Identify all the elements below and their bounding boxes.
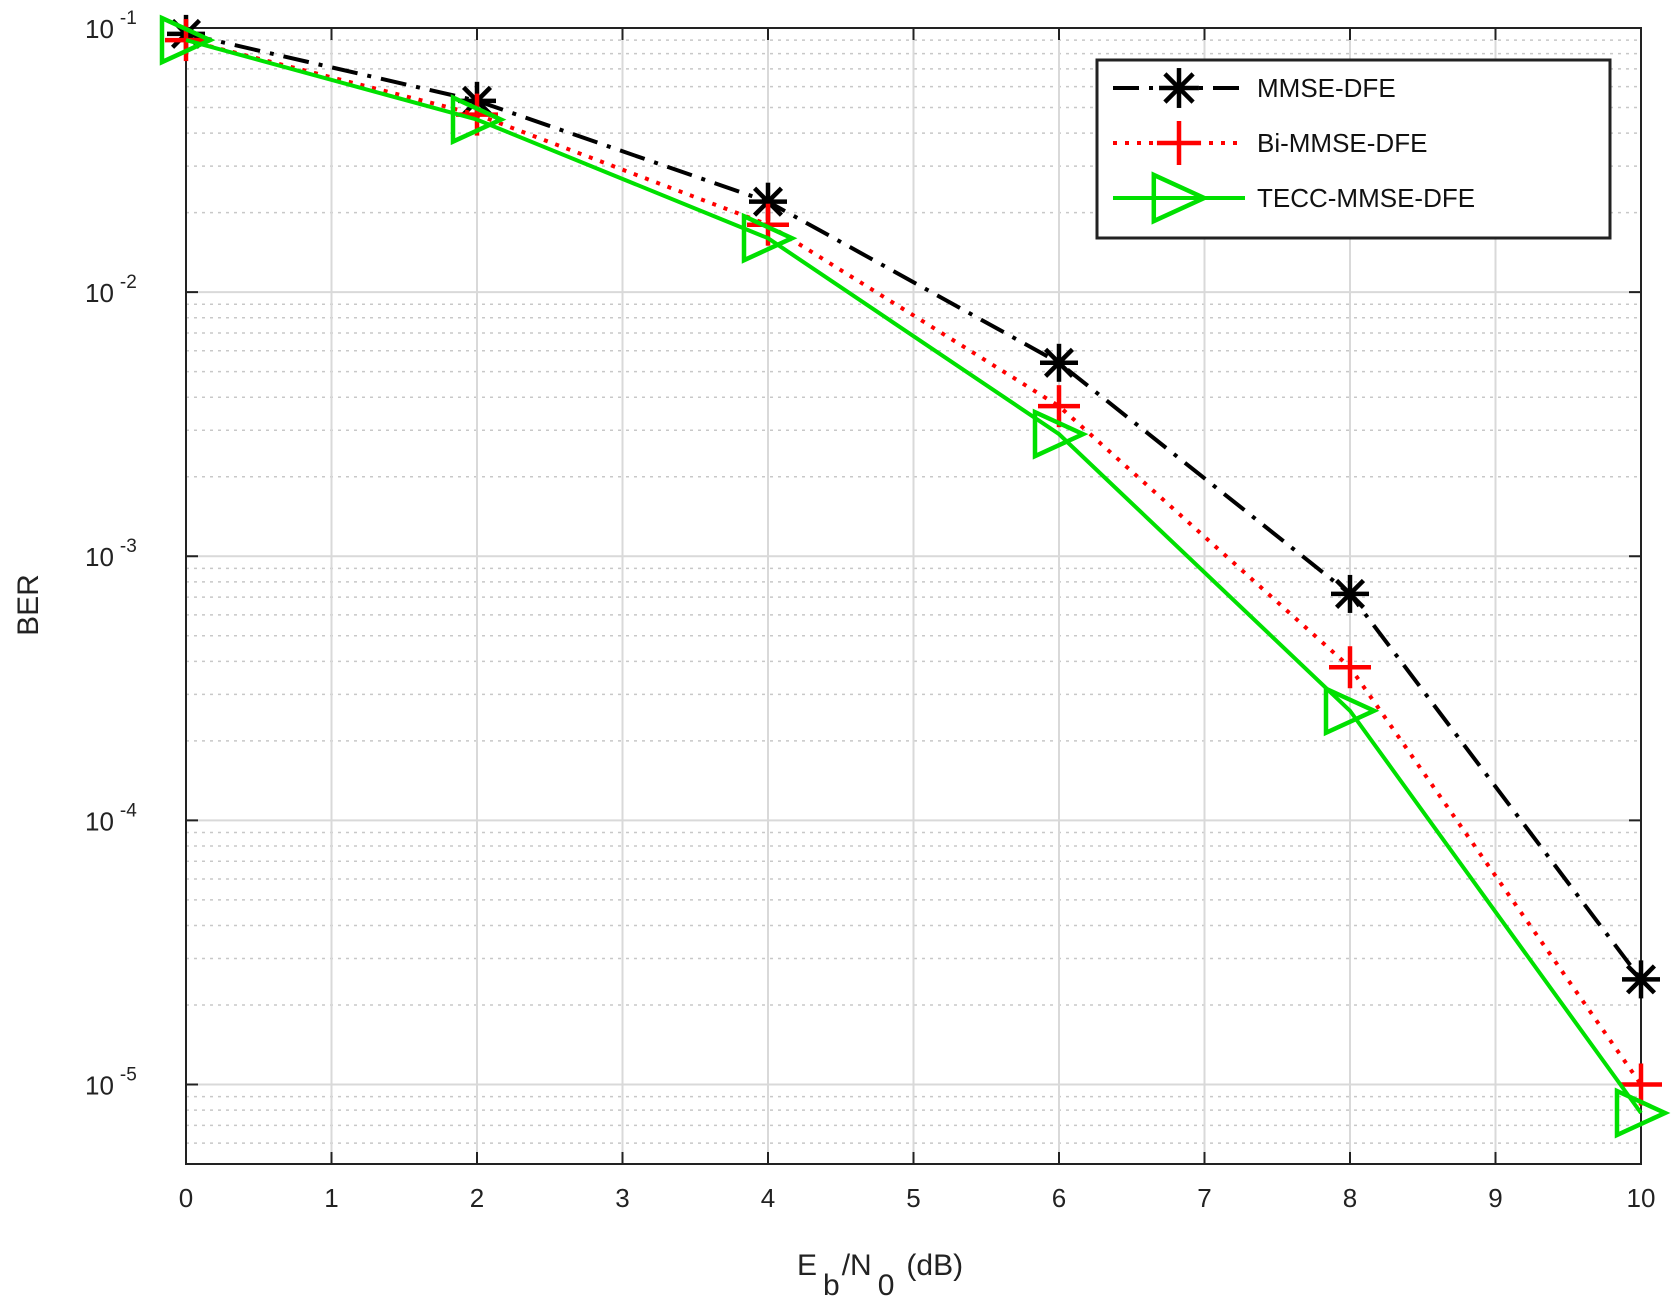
- x-axis-label-mid: /N: [842, 1249, 872, 1282]
- y-tick-base: 10: [85, 806, 114, 836]
- y-tick-exponent: -2: [120, 272, 137, 293]
- y-tick-label: 10 -4: [85, 800, 137, 836]
- x-tick-label: 10: [1627, 1183, 1656, 1213]
- triangle-marker: [159, 14, 216, 66]
- x-tick-label: 0: [179, 1183, 193, 1213]
- y-tick-exponent: -1: [120, 8, 137, 29]
- plus-marker: [1620, 1063, 1662, 1106]
- plus-marker: [1329, 646, 1371, 689]
- x-axis-label-main: E: [797, 1249, 817, 1282]
- y-tick-base: 10: [85, 14, 114, 44]
- series-tecc-mmse-dfe: [159, 14, 1671, 1139]
- legend-item: Bi-MMSE-DFE: [1113, 120, 1427, 166]
- y-tick-label: 10 -5: [85, 1064, 137, 1100]
- asterisk-marker: [1622, 960, 1660, 999]
- series-line: [185, 38, 1643, 1115]
- x-axis-label-tail: (dB): [906, 1249, 963, 1282]
- legend-item: MMSE-DFE: [1113, 68, 1396, 108]
- triangle-marker: [1151, 171, 1210, 225]
- triangle-marker: [1032, 408, 1089, 460]
- triangle-marker: [1614, 1087, 1671, 1139]
- y-tick-base: 10: [85, 278, 114, 308]
- x-tick-label: 4: [761, 1183, 775, 1213]
- x-axis-label-sub1: b: [823, 1269, 840, 1302]
- asterisk-marker: [1331, 574, 1369, 613]
- x-tick-label: 7: [1197, 1183, 1211, 1213]
- x-tick-label: 2: [470, 1183, 484, 1213]
- series-layer: [159, 14, 1671, 1139]
- triangle-marker: [450, 94, 507, 146]
- x-axis-label: Eb/N0 (dB): [797, 1249, 963, 1302]
- legend-label: Bi-MMSE-DFE: [1257, 128, 1427, 158]
- x-tick-label: 9: [1488, 1183, 1502, 1213]
- x-tick-label: 5: [906, 1183, 920, 1213]
- x-tick-label: 6: [1052, 1183, 1066, 1213]
- y-tick-exponent: -5: [120, 1064, 137, 1085]
- y-tick-exponent: -3: [120, 536, 137, 557]
- asterisk-marker: [1040, 343, 1078, 382]
- triangle-marker: [1323, 685, 1380, 737]
- y-tick-label: 10 -3: [85, 536, 137, 572]
- series-line: [185, 31, 1643, 981]
- y-tick-base: 10: [85, 542, 114, 572]
- y-axis-label: BER: [12, 574, 45, 636]
- x-tick-label: 1: [324, 1183, 338, 1213]
- y-tick-label: 10 -1: [85, 8, 137, 44]
- plus-marker: [1156, 120, 1202, 166]
- legend-item: TECC-MMSE-DFE: [1113, 171, 1475, 225]
- y-tick-base: 10: [85, 1070, 114, 1100]
- legend-label: TECC-MMSE-DFE: [1257, 183, 1475, 213]
- x-tick-label: 3: [615, 1183, 629, 1213]
- y-tick-label: 10 -2: [85, 272, 137, 308]
- legend: MMSE-DFE Bi-MMSE-DFE TECC-MMSE-DFE: [1095, 58, 1612, 240]
- y-tick-exponent: -4: [120, 800, 137, 821]
- x-axis-ticks: 0 1 2 3 4 5 6 7 8 9 10: [179, 28, 1656, 1213]
- legend-label: MMSE-DFE: [1257, 73, 1396, 103]
- series-line: [185, 38, 1643, 1086]
- plus-marker: [1038, 385, 1080, 428]
- x-tick-label: 8: [1343, 1183, 1357, 1213]
- triangle-marker: [741, 212, 798, 264]
- asterisk-marker: [1159, 68, 1199, 108]
- x-axis-label-sub2: 0: [878, 1269, 895, 1302]
